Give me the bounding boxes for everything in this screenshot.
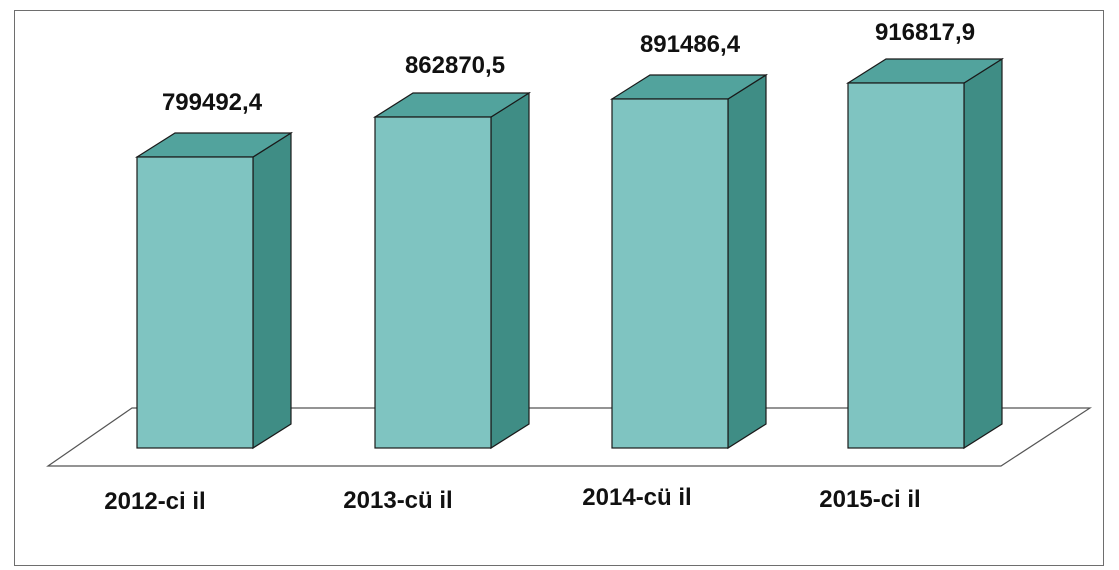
chart-floor <box>46 407 1093 467</box>
bar-side-2014 <box>727 73 767 450</box>
bar-2012 <box>134 131 294 450</box>
value-label-2013: 862870,5 <box>405 52 505 79</box>
category-label-2015: 2015-ci il <box>819 486 920 513</box>
chart-frame <box>14 10 1104 566</box>
bar-2013 <box>372 91 532 450</box>
bars-group <box>134 57 1005 450</box>
bar-front-2014 <box>611 98 729 449</box>
bar-2015 <box>845 57 1005 450</box>
labels-group: 799492,4 862870,5 891486,4 916817,9 2012… <box>104 19 975 515</box>
floor-plane <box>46 407 1093 467</box>
category-label-2014: 2014-cü il <box>582 484 691 511</box>
bar-2014 <box>609 73 769 450</box>
category-label-2013: 2013-cü il <box>343 487 452 514</box>
bar-side-2013 <box>490 91 530 450</box>
bar-front-2013 <box>374 116 492 449</box>
value-label-2014: 891486,4 <box>640 31 741 58</box>
bar-front-2015 <box>847 82 965 449</box>
value-label-2015: 916817,9 <box>875 19 975 46</box>
value-label-2012: 799492,4 <box>162 89 263 116</box>
bar-side-2012 <box>252 131 292 450</box>
bar-side-2015 <box>963 57 1003 450</box>
category-label-2012: 2012-ci il <box>104 488 205 515</box>
bar-front-2012 <box>136 156 254 449</box>
